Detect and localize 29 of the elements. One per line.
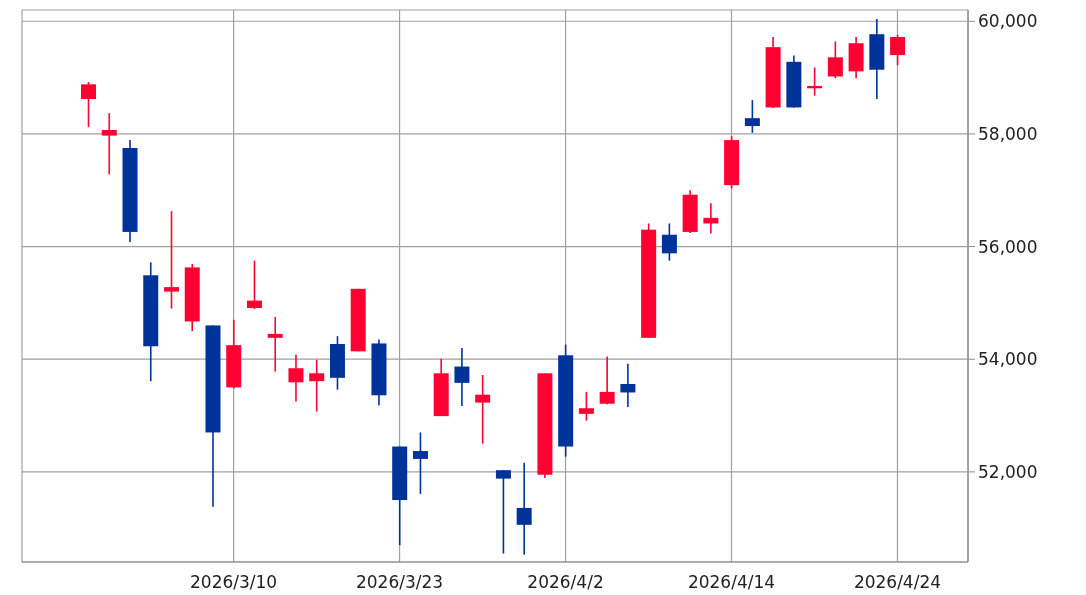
y-tick-label: 52,000 xyxy=(978,461,1038,482)
candlestick xyxy=(744,99,760,134)
candlestick xyxy=(578,391,594,422)
candlestick xyxy=(288,353,304,403)
candlestick xyxy=(412,431,428,495)
candlestick xyxy=(267,316,283,373)
candlestick xyxy=(475,374,491,445)
candlestick xyxy=(309,358,325,413)
x-tick-label: 2026/3/10 xyxy=(190,572,278,593)
candlestick xyxy=(599,355,615,406)
x-tick-label: 2026/3/23 xyxy=(355,572,444,593)
candlestick xyxy=(81,81,97,128)
candlestick xyxy=(101,112,117,176)
y-tick-label: 58,000 xyxy=(978,123,1038,144)
candlestick xyxy=(495,469,511,555)
y-tick-label: 56,000 xyxy=(978,236,1038,257)
candlestick xyxy=(661,222,677,262)
candlestick xyxy=(620,362,636,408)
y-tick-label: 60,000 xyxy=(978,11,1038,32)
y-tick-label: 54,000 xyxy=(978,349,1038,370)
candlestick xyxy=(164,210,179,310)
candlestick xyxy=(827,40,843,79)
candlestick xyxy=(454,347,470,407)
x-tick-label: 2026/4/14 xyxy=(687,572,776,593)
x-tick-label: 2026/4/2 xyxy=(527,572,604,593)
candlestick xyxy=(516,462,532,556)
x-tick-label: 2026/4/24 xyxy=(853,572,942,593)
candlestick xyxy=(246,259,262,310)
candlestick xyxy=(890,33,906,66)
